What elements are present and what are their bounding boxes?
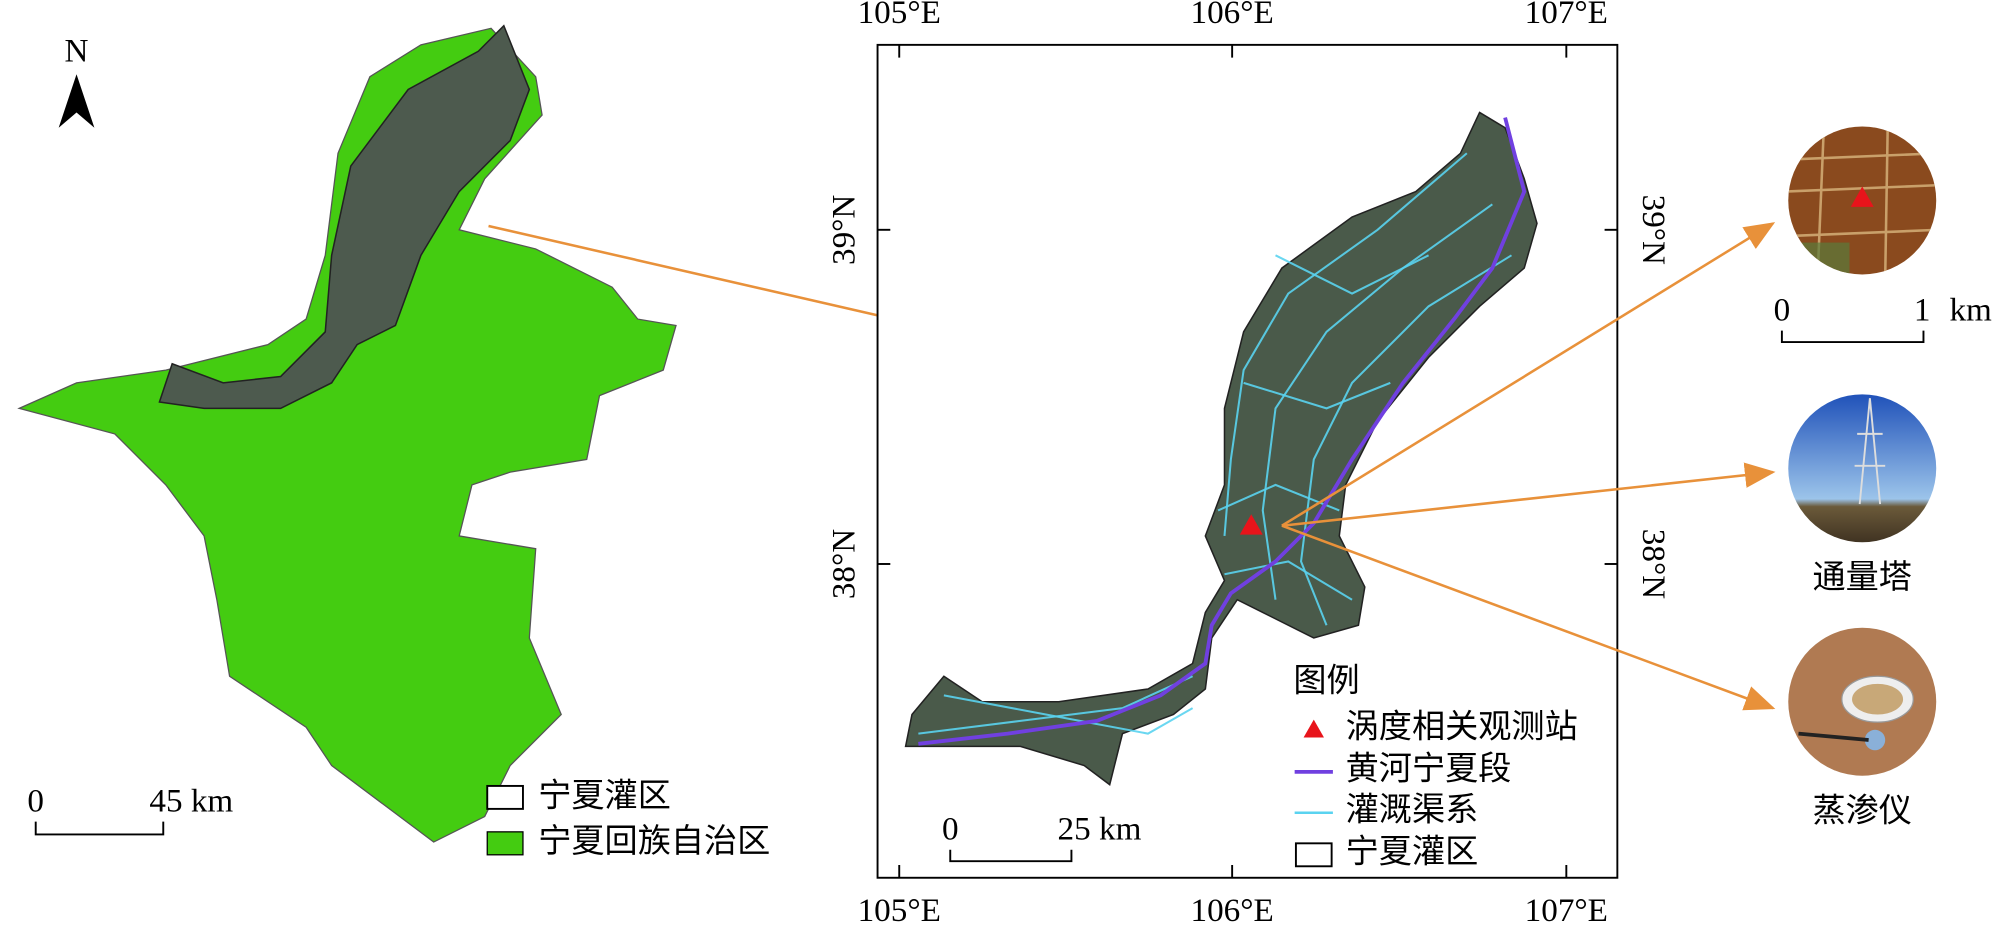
legend-swatch (1294, 842, 1333, 868)
lon-label: 107°E (1525, 892, 1608, 929)
scale-unit: km (1949, 291, 1992, 328)
legend-label: 涡度相关观测站 (1346, 708, 1578, 745)
pointer-arrow (1281, 524, 1776, 711)
lat-label: 39°N (1635, 195, 1672, 265)
lysimeter-photo (1788, 627, 1937, 776)
scale-bar (34, 821, 165, 836)
legend-label: 宁夏灌区 (538, 777, 671, 814)
legend-label: 黄河宁夏段 (1346, 751, 1512, 788)
tower-photo (1788, 394, 1937, 543)
station-marker (1239, 514, 1263, 535)
lon-label: 106°E (1191, 892, 1274, 929)
station-marker (1850, 186, 1874, 207)
north-arrow (58, 74, 95, 128)
ningxia-region (17, 27, 677, 843)
legend-swatch (486, 831, 524, 856)
legend-label: 宁夏灌区 (1346, 833, 1479, 870)
pointer-arrow (1281, 222, 1776, 527)
scale-bar (1780, 330, 1925, 344)
pointer-arrow (1281, 462, 1776, 527)
scale-bar (949, 849, 1073, 863)
scale-start: 0 (942, 810, 959, 847)
lat-label: 38°N (1635, 529, 1672, 599)
right-panel: 0 1 km 通量塔 蒸渗仪 (1774, 126, 1992, 830)
irrigation-district (158, 24, 531, 410)
lat-label: 38°N (826, 529, 863, 599)
legend-label: 宁夏回族自治区 (538, 823, 770, 860)
scale-end: 25 km (1058, 810, 1142, 847)
lon-label: 107°E (1525, 0, 1608, 31)
photo-label: 蒸渗仪 (1813, 793, 1912, 830)
lon-label: 106°E (1191, 0, 1274, 31)
scale-start: 0 (1774, 291, 1791, 328)
lat-label: 39°N (826, 195, 863, 265)
legend-swatch (486, 784, 524, 810)
frame-ticks (877, 44, 1618, 878)
north-label: N (65, 32, 89, 69)
scale-end: 45 km (149, 782, 233, 819)
scale-start: 0 (27, 782, 44, 819)
center-map: 105°E 106°E 107°E 105°E 106°E 107°E 39°N… (826, 0, 1672, 929)
photo-label: 通量塔 (1813, 559, 1912, 596)
legend-swatch (1303, 719, 1324, 738)
left-map: N 0 45 km 宁夏灌区 宁夏回族自治区 (17, 24, 770, 860)
legend-label: 灌溉渠系 (1346, 791, 1479, 828)
lon-label: 105°E (858, 0, 941, 31)
yellow-river (918, 117, 1527, 746)
scale-end: 1 (1914, 291, 1931, 328)
legend-title: 图例 (1293, 662, 1359, 699)
lon-label: 105°E (858, 892, 941, 929)
canals (918, 152, 1513, 735)
